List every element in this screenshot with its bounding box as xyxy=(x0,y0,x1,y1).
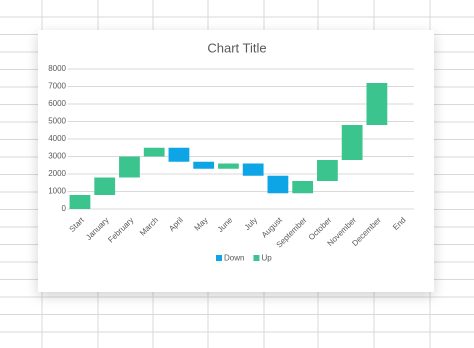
waterfall-bar xyxy=(143,147,165,157)
y-tick-label: 0 xyxy=(62,204,67,213)
waterfall-bar xyxy=(341,125,363,160)
legend-swatch xyxy=(216,255,222,261)
y-tick-label: 5000 xyxy=(48,117,66,126)
y-tick-label: 8000 xyxy=(48,64,66,73)
y-tick-label: 4000 xyxy=(48,134,66,143)
legend-label: Down xyxy=(224,254,244,263)
legend-label: Up xyxy=(261,254,272,263)
waterfall-bar xyxy=(119,156,140,178)
y-tick-label: 2000 xyxy=(48,169,66,178)
waterfall-bar xyxy=(69,195,91,209)
waterfall-bar xyxy=(292,181,314,194)
chart-card xyxy=(38,30,434,292)
y-tick-label: 6000 xyxy=(48,99,66,108)
chart-title: Chart Title xyxy=(207,40,266,55)
waterfall-bar xyxy=(317,160,338,181)
waterfall-bar xyxy=(168,147,190,162)
waterfall-bar xyxy=(242,163,264,176)
y-tick-label: 7000 xyxy=(48,82,66,91)
waterfall-bar xyxy=(267,175,289,194)
legend-swatch xyxy=(253,255,260,261)
y-tick-label: 1000 xyxy=(48,187,66,196)
y-tick-label: 3000 xyxy=(48,152,66,161)
waterfall-bar xyxy=(193,161,215,169)
waterfall-bar xyxy=(94,177,116,195)
waterfall-bar xyxy=(366,83,388,125)
waterfall-bar xyxy=(218,163,239,169)
